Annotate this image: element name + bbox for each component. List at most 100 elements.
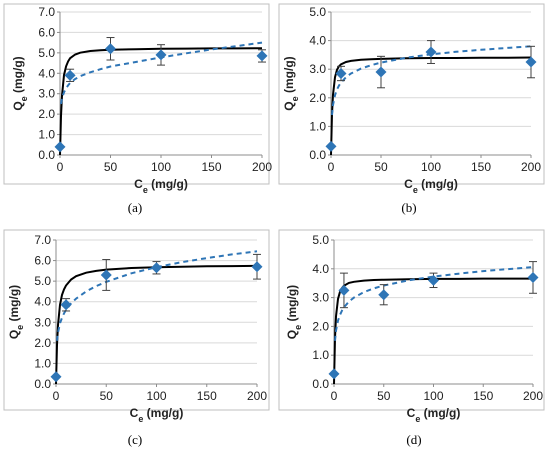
y-tick-label: 7.0	[38, 5, 55, 19]
y-axis-label-subscript: e	[15, 325, 25, 330]
x-axis-label-symbol: C	[404, 177, 413, 191]
data-point-marker	[151, 262, 162, 274]
x-axis-label-symbol: C	[407, 406, 416, 420]
data-point-marker	[378, 289, 390, 301]
fit-curve-dashed	[334, 266, 534, 341]
data-point-marker	[54, 141, 66, 153]
fit-curve-dashed	[60, 41, 263, 105]
y-axis-label: Qe (mg/g)	[7, 285, 25, 339]
x-axis-label: Ce (mg/g)	[407, 406, 461, 424]
panel-frame	[3, 229, 270, 411]
x-tick-label: 50	[104, 160, 118, 174]
y-tick-label: 2.0	[38, 107, 55, 121]
y-tick-label: 7.0	[34, 233, 51, 247]
y-tick-label: 5.0	[312, 233, 329, 247]
x-tick-label: 100	[423, 389, 443, 403]
y-axis-label-symbol: Q	[282, 101, 296, 110]
y-tick-label: 5.0	[309, 5, 326, 19]
x-tick-label: 150	[471, 160, 491, 174]
y-tick-label: 4.0	[38, 66, 55, 80]
x-tick-label: 50	[100, 389, 114, 403]
y-axis-label-symbol: Q	[11, 101, 25, 110]
x-axis-label-subscript: e	[138, 414, 143, 424]
y-axis-label-unit: (mg/g)	[11, 56, 25, 96]
y-axis-label-unit: (mg/g)	[7, 285, 21, 325]
y-axis-label-subscript: e	[293, 325, 303, 330]
data-point-marker	[105, 43, 116, 55]
y-tick-label: 2.0	[312, 319, 329, 333]
y-tick-label: 5.0	[38, 46, 55, 60]
data-point-marker	[60, 299, 72, 311]
data-point-marker	[325, 140, 337, 152]
data-point-marker	[64, 69, 76, 81]
fit-curve-dashed	[56, 250, 258, 341]
x-tick-label: 0	[57, 160, 64, 174]
panel-frame	[278, 229, 545, 411]
y-tick-label: 4.0	[309, 34, 326, 48]
y-tick-label: 3.0	[34, 315, 51, 329]
y-tick-label: 1.0	[312, 348, 329, 362]
x-tick-label: 200	[523, 389, 543, 403]
x-axis-label-subscript: e	[143, 185, 148, 195]
y-axis-label-subscript: e	[290, 96, 300, 101]
x-tick-label: 200	[521, 160, 541, 174]
x-tick-label: 0	[331, 389, 338, 403]
y-axis-label-symbol: Q	[285, 330, 299, 339]
x-tick-label: 200	[247, 389, 267, 403]
fit-curve-solid	[55, 264, 258, 385]
data-point-marker	[251, 261, 263, 273]
data-point-marker	[100, 269, 112, 281]
x-tick-label: 0	[53, 389, 60, 403]
x-tick-label: 100	[421, 160, 441, 174]
y-tick-label: 0.0	[309, 148, 326, 162]
data-point-marker	[328, 368, 340, 380]
data-point-marker	[527, 271, 539, 283]
x-axis-label: Ce (mg/g)	[404, 177, 458, 195]
x-axis-label-unit: (mg/g)	[148, 177, 188, 191]
fit-curve-solid	[330, 56, 532, 156]
y-tick-label: 0.0	[38, 148, 55, 162]
y-axis-label: Qe (mg/g)	[282, 56, 300, 110]
x-axis-label-unit: (mg/g)	[420, 406, 460, 420]
x-axis-label: Ce (mg/g)	[130, 406, 184, 424]
x-axis-label-symbol: C	[130, 406, 139, 420]
x-tick-label: 50	[377, 389, 391, 403]
panel-caption: (a)	[128, 200, 142, 215]
fit-curve-dashed	[331, 45, 532, 116]
y-axis-label: Qe (mg/g)	[285, 285, 303, 339]
data-point-marker	[525, 56, 537, 68]
data-point-marker	[425, 46, 437, 58]
y-tick-label: 3.0	[38, 87, 55, 101]
data-point-marker	[428, 274, 439, 286]
y-tick-label: 5.0	[34, 274, 51, 288]
chart-panel-c: 0.0 1.0 2.0 3.0 4.0 5.0 6.0 7.0 0 50 100 150 200 Ce (…	[3, 229, 270, 447]
x-tick-label: 150	[197, 389, 217, 403]
y-tick-label: 4.0	[34, 295, 51, 309]
data-point-marker	[335, 67, 347, 79]
y-tick-label: 3.0	[312, 291, 329, 305]
y-axis-label-unit: (mg/g)	[285, 285, 299, 325]
x-axis-label-subscript: e	[413, 185, 418, 195]
y-tick-label: 6.0	[34, 254, 51, 268]
y-tick-label: 1.0	[38, 128, 55, 142]
panel-caption: (d)	[406, 432, 421, 447]
y-axis-label: Qe (mg/g)	[11, 56, 29, 110]
x-tick-label: 150	[473, 389, 493, 403]
y-tick-label: 1.0	[34, 356, 51, 370]
x-tick-label: 150	[201, 160, 221, 174]
data-point-marker	[50, 371, 62, 383]
x-tick-label: 0	[328, 160, 335, 174]
y-tick-label: 0.0	[34, 377, 51, 391]
y-tick-label: 3.0	[309, 62, 326, 76]
panel-caption: (b)	[401, 200, 416, 215]
y-tick-label: 0.0	[312, 377, 329, 391]
panel-frame	[278, 3, 545, 185]
x-axis-label-symbol: C	[134, 177, 143, 191]
panel-caption: (c)	[128, 432, 142, 447]
chart-panel-a: 0.0 1.0 2.0 3.0 4.0 5.0 6.0 7.0 0 50 100 150 200 Ce (…	[3, 3, 272, 215]
y-tick-label: 1.0	[309, 119, 326, 133]
y-axis-label-symbol: Q	[7, 330, 21, 339]
x-tick-label: 100	[146, 389, 166, 403]
